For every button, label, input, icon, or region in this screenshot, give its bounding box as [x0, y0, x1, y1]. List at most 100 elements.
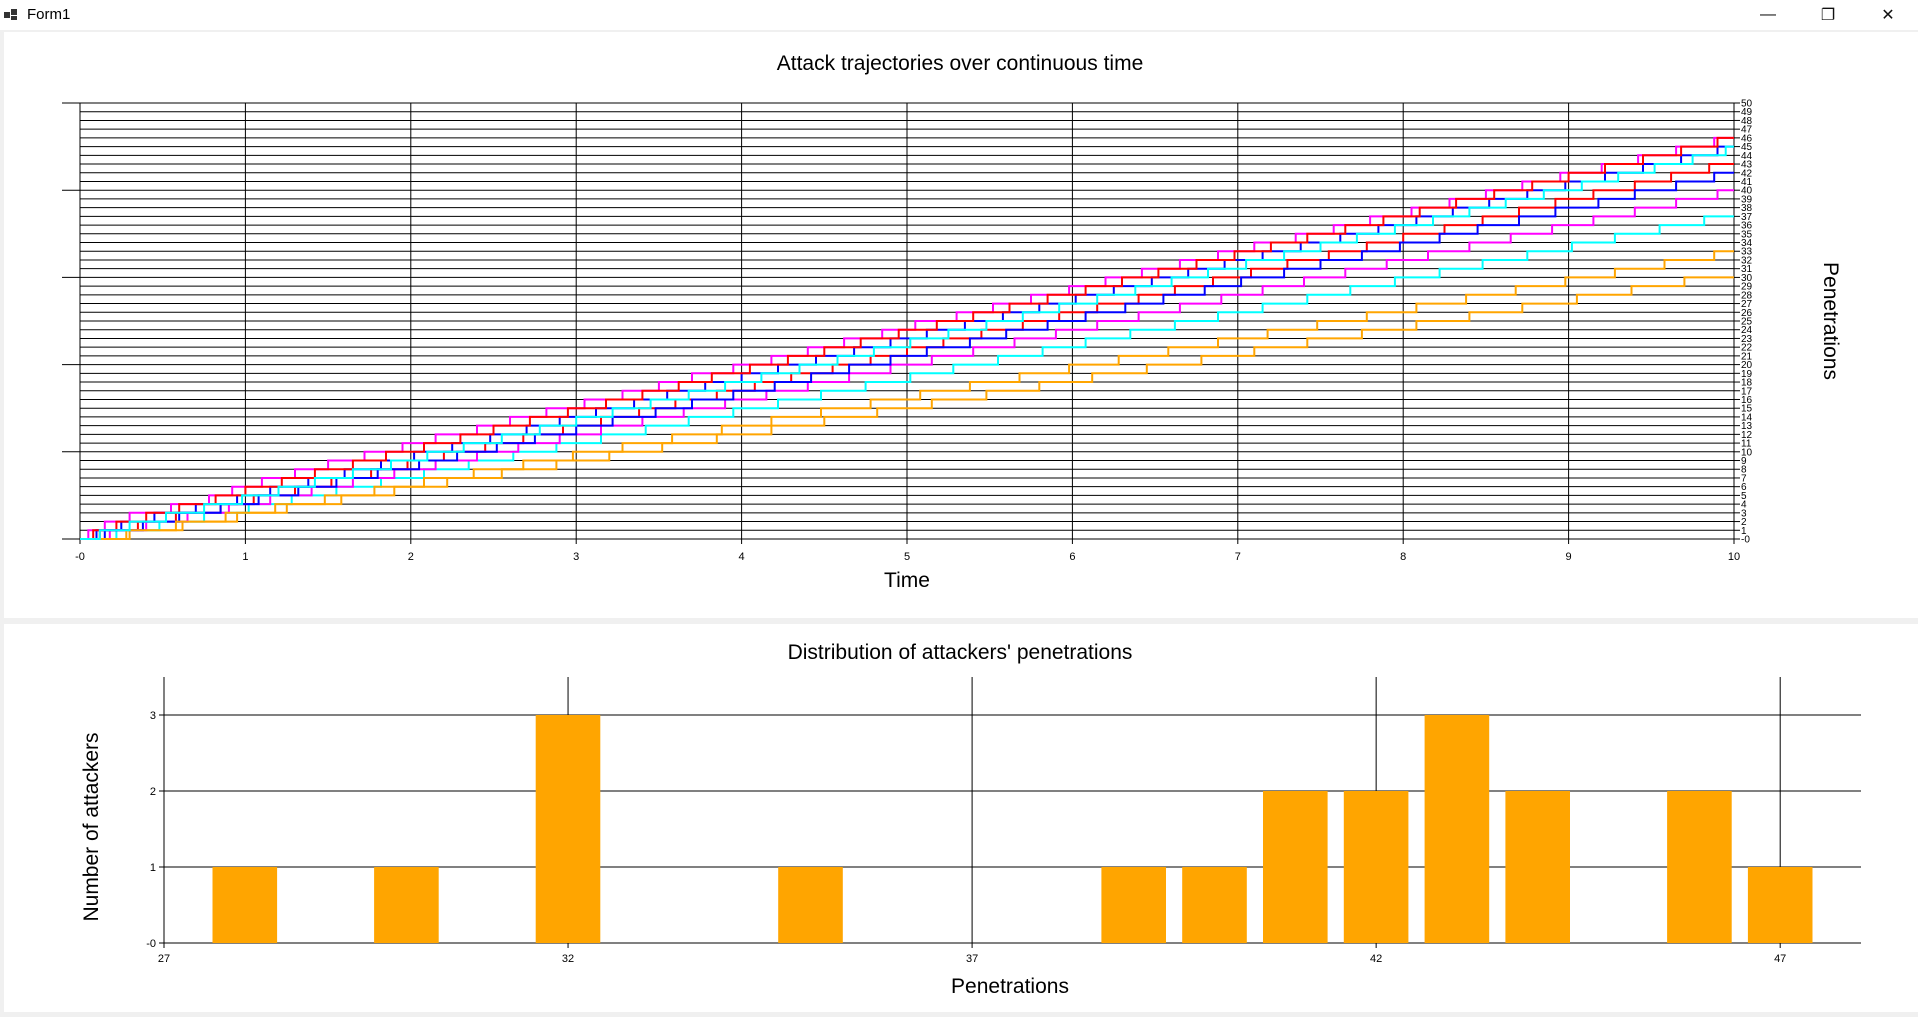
y-tick-label: 11	[1741, 439, 1752, 450]
y-tick-label: 7	[1741, 473, 1747, 484]
y-tick-label: 35	[1741, 229, 1753, 240]
y-tick-label: 1	[1741, 526, 1747, 537]
y-tick-label: 8	[1741, 465, 1747, 476]
chart-title: Attack trajectories over continuous time	[777, 52, 1144, 75]
y-tick-label: 46	[1741, 133, 1753, 144]
close-icon: ✕	[1881, 7, 1895, 24]
histogram-bar	[535, 715, 601, 943]
x-tick-label: 37	[966, 953, 978, 965]
histogram-bar	[778, 867, 843, 943]
y-tick-label: 13	[1741, 421, 1753, 432]
y-tick-label: 30	[1741, 273, 1753, 284]
y-tick-label: 43	[1741, 160, 1753, 171]
bar-group	[212, 715, 1813, 943]
y-tick-label: 12	[1741, 430, 1753, 441]
y-tick-label: -0	[1741, 535, 1750, 546]
x-tick-label: 3	[573, 551, 579, 563]
x-tick-label: 1	[242, 551, 248, 563]
y-tick-label: 39	[1741, 194, 1753, 205]
y-tick-label: -0	[146, 938, 156, 950]
series-line	[80, 136, 1734, 540]
y-tick-label: 27	[1741, 299, 1753, 310]
x-tick-label: 42	[1370, 953, 1382, 965]
y-tick-label: 19	[1741, 369, 1753, 380]
app-icon	[4, 7, 18, 21]
maximize-button[interactable]: ❐	[1798, 0, 1858, 30]
x-tick-label: 9	[1566, 551, 1572, 563]
y-tick-label: 28	[1741, 290, 1753, 301]
x-tick-label: 2	[408, 551, 414, 563]
x-tick-label: 4	[739, 551, 745, 563]
y-tick-label: 5	[1741, 491, 1747, 502]
histogram-chart: Distribution of attackers' penetrations …	[80, 641, 1861, 998]
x-tick-label: 47	[1774, 953, 1786, 965]
y-tick-label: 26	[1741, 308, 1753, 319]
histogram-bar	[212, 867, 278, 943]
y-tick-label: 38	[1741, 203, 1753, 214]
y-tick-label: 33	[1741, 247, 1753, 258]
y-tick-label: 2	[1741, 517, 1747, 528]
x-tick-label: 8	[1400, 551, 1406, 563]
window-titlebar: Form1 — ❐ ✕	[0, 0, 1918, 30]
x-tick-label: -0	[75, 551, 85, 563]
y-tick-label: 32	[1741, 255, 1753, 266]
y-tick-label: 37	[1741, 212, 1753, 223]
histogram-bar	[1667, 791, 1732, 943]
grid	[62, 102, 1740, 544]
y-tick-label: 34	[1741, 238, 1753, 249]
y-tick-label: 40	[1741, 186, 1753, 197]
histogram-bar	[374, 867, 439, 943]
series-line	[80, 145, 1734, 540]
trajectory-chart-panel: Attack trajectories over continuous time…	[4, 32, 1918, 618]
y-tick-label: 15	[1741, 404, 1753, 415]
close-button[interactable]: ✕	[1858, 0, 1918, 30]
y-tick-label: 6	[1741, 482, 1747, 493]
y-tick-label: 18	[1741, 378, 1753, 389]
x-tick-label: 7	[1235, 551, 1241, 563]
maximize-icon: ❐	[1820, 7, 1836, 24]
histogram-bar	[1424, 715, 1490, 943]
y-tick-label: 44	[1741, 151, 1753, 162]
y-tick-label: 45	[1741, 142, 1753, 153]
window-title: Form1	[27, 6, 71, 23]
y-tick-label: 31	[1741, 264, 1753, 275]
x-axis-label: Penetrations	[951, 975, 1069, 998]
y-tick-label: 48	[1741, 116, 1753, 127]
y-tick-label: 4	[1741, 500, 1747, 511]
histogram-bar	[1343, 791, 1409, 943]
x-tick-label: 27	[158, 953, 170, 965]
histogram-bar	[1263, 791, 1328, 943]
y-tick-label: 25	[1741, 317, 1753, 328]
series-line	[80, 145, 1734, 540]
y-tick-label: 24	[1741, 325, 1753, 336]
y-tick-label: 47	[1741, 125, 1753, 136]
tick-labels: -012345678910111213141516171819202122232…	[75, 99, 1752, 564]
y-axis-label: Number of attackers	[80, 732, 103, 921]
y-tick-label: 2	[150, 786, 156, 798]
y-tick-label: 10	[1741, 447, 1753, 458]
chart-title: Distribution of attackers' penetrations	[788, 641, 1133, 664]
series-line	[80, 250, 1734, 540]
x-tick-label: 6	[1069, 551, 1075, 563]
minimize-button[interactable]: —	[1738, 0, 1798, 30]
y-tick-label: 14	[1741, 412, 1753, 423]
histogram-bar	[1101, 867, 1166, 943]
histogram-bar	[1747, 867, 1813, 943]
histogram-bar	[1505, 791, 1570, 943]
series-group	[80, 136, 1734, 540]
y-axis-label: Penetrations	[1819, 262, 1842, 380]
y-tick-label: 49	[1741, 107, 1753, 118]
y-tick-label: 17	[1741, 386, 1753, 397]
series-line	[80, 189, 1734, 540]
histogram-panel: Distribution of attackers' penetrations …	[4, 624, 1918, 1012]
y-tick-label: 3	[1741, 508, 1747, 519]
y-tick-label: 41	[1741, 177, 1753, 188]
y-tick-label: 42	[1741, 168, 1753, 179]
grid	[159, 677, 1861, 948]
x-tick-label: 5	[904, 551, 910, 563]
series-line	[80, 215, 1734, 540]
y-tick-label: 20	[1741, 360, 1753, 371]
y-tick-label: 23	[1741, 334, 1753, 345]
y-tick-label: 36	[1741, 221, 1753, 232]
x-tick-label: 32	[562, 953, 574, 965]
